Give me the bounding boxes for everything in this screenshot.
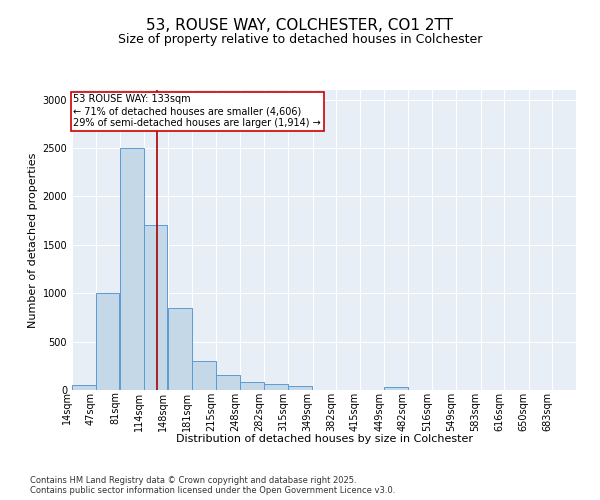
- Bar: [95, 293, 119, 390]
- Text: 53, ROUSE WAY, COLCHESTER, CO1 2TT: 53, ROUSE WAY, COLCHESTER, CO1 2TT: [146, 18, 454, 32]
- Bar: [217, 376, 240, 390]
- Y-axis label: Number of detached properties: Number of detached properties: [28, 152, 38, 328]
- Bar: [144, 226, 167, 390]
- Bar: [120, 148, 144, 390]
- Bar: [72, 384, 95, 390]
- Bar: [385, 387, 408, 390]
- X-axis label: Distribution of detached houses by size in Colchester: Distribution of detached houses by size …: [176, 434, 473, 444]
- Bar: [288, 386, 312, 390]
- Text: Size of property relative to detached houses in Colchester: Size of property relative to detached ho…: [118, 32, 482, 46]
- Text: 53 ROUSE WAY: 133sqm
← 71% of detached houses are smaller (4,606)
29% of semi-de: 53 ROUSE WAY: 133sqm ← 71% of detached h…: [73, 94, 321, 128]
- Text: Contains HM Land Registry data © Crown copyright and database right 2025.
Contai: Contains HM Land Registry data © Crown c…: [30, 476, 395, 495]
- Bar: [168, 308, 192, 390]
- Bar: [192, 361, 215, 390]
- Bar: [265, 384, 288, 390]
- Bar: [240, 382, 263, 390]
